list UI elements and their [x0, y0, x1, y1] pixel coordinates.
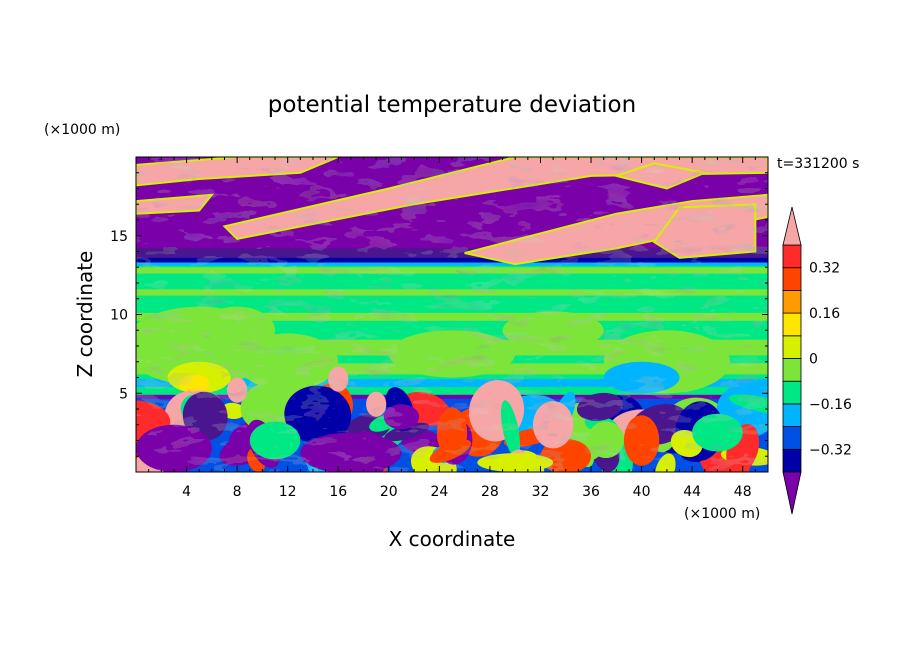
- colorbar-label: 0.32: [809, 261, 840, 277]
- colorbar-band: [782, 448, 802, 473]
- colorbar-label: 0.16: [809, 306, 840, 322]
- x-tick-label: 8: [233, 484, 242, 500]
- colorbar-band: [782, 267, 802, 291]
- y-axis-label: Z coordinate: [73, 251, 97, 378]
- colorbar-band: [782, 244, 802, 269]
- x-tick-label: 24: [430, 484, 448, 500]
- time-label: t=331200 s: [777, 156, 859, 172]
- x-tick-label: 16: [329, 484, 347, 500]
- x-axis-label: X coordinate: [389, 527, 516, 551]
- colorbar-max-arrow: [782, 206, 802, 246]
- x-tick-label: 28: [481, 484, 499, 500]
- x-tick-label: 32: [532, 484, 550, 500]
- colorbar: −0.32 −0.16 0 0.16 0.32: [782, 206, 852, 515]
- x-tick-label: 36: [582, 484, 600, 500]
- x-tick-label: 4: [182, 484, 191, 500]
- x-unit-label: (×1000 m): [684, 506, 760, 522]
- y-tick-label: 5: [119, 386, 128, 402]
- colorbar-band: [782, 289, 802, 314]
- colorbar-label: −0.16: [809, 397, 852, 413]
- x-tick-label: 40: [633, 484, 651, 500]
- y-tick-label: 15: [110, 229, 128, 245]
- colorbar-min-arrow: [782, 471, 802, 515]
- colorbar-label: −0.32: [809, 442, 852, 458]
- x-tick-label: 20: [380, 484, 398, 500]
- y-tick-label: 10: [110, 308, 128, 324]
- colorbar-band: [782, 312, 802, 337]
- colorbar-band: [782, 358, 802, 382]
- colorbar-label: 0: [809, 352, 818, 368]
- chart-title: potential temperature deviation: [268, 92, 636, 118]
- colorbar-band: [782, 380, 802, 405]
- x-tick-label: 44: [683, 484, 701, 500]
- colorbar-band: [782, 335, 802, 359]
- x-tick-label: 12: [279, 484, 297, 500]
- y-unit-label: (×1000 m): [44, 122, 120, 138]
- colorbar-band: [782, 403, 802, 427]
- texture: [136, 157, 768, 472]
- colorbar-band: [782, 426, 802, 450]
- x-tick-label: 48: [734, 484, 752, 500]
- contour-field: [136, 157, 768, 472]
